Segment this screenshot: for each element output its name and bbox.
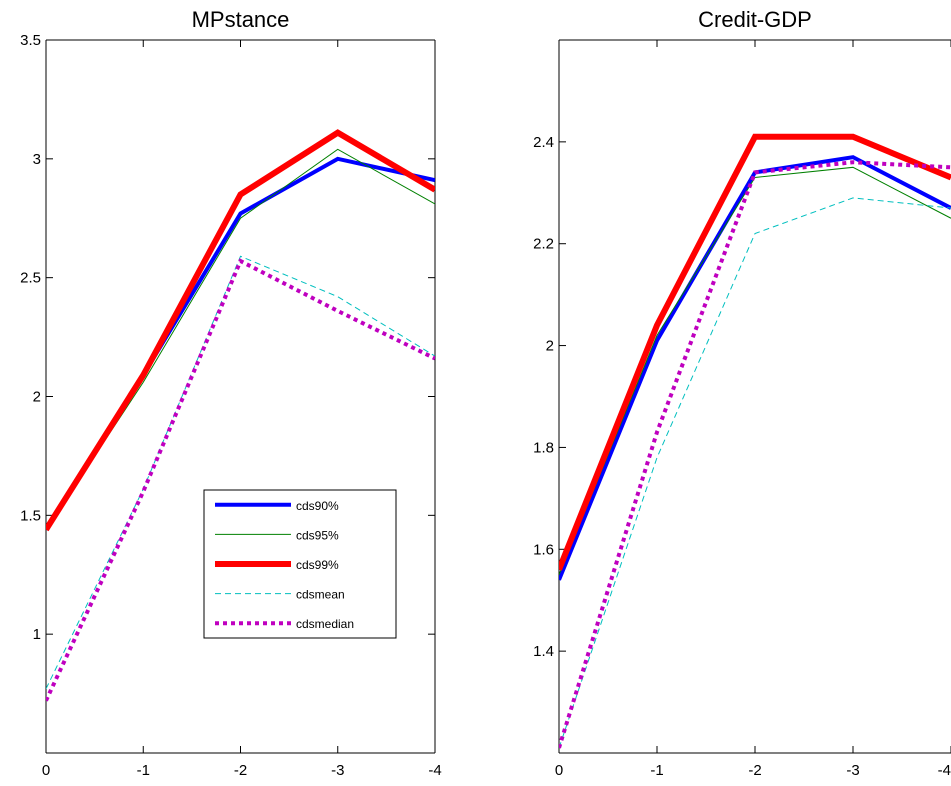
series-line-4 [559, 160, 951, 749]
legend-label: cdsmean [296, 588, 345, 602]
series-line-cds95pct [46, 148, 435, 530]
legend-label: cds95% [296, 528, 339, 542]
chart-title: MPstance [192, 7, 290, 32]
series-line-cdsmean [46, 255, 435, 690]
x-tick-label: -4 [428, 762, 441, 779]
series-group [559, 133, 951, 749]
y-tick-label: 2 [33, 389, 41, 406]
series-line-cds90pct [46, 156, 435, 531]
y-tick-label: 1.5 [20, 507, 41, 524]
y-tick-label: 2.4 [533, 134, 554, 151]
x-tick-label: -1 [650, 762, 663, 779]
y-tick-label: 2.2 [533, 236, 554, 253]
chart-title: Credit-GDP [698, 7, 812, 32]
x-tick-label: -4 [938, 762, 951, 779]
series-line-1 [559, 166, 951, 575]
series-line-cds99pct [46, 129, 435, 532]
y-tick-label: 2 [546, 338, 554, 355]
x-tick-label: 0 [42, 762, 50, 779]
x-tick-label: -2 [234, 762, 247, 779]
y-tick-label: 1.6 [533, 541, 554, 558]
y-tick-label: 1 [33, 626, 41, 643]
legend-label: cds99% [296, 558, 339, 572]
series-group [46, 129, 435, 702]
chart-panel-credit-gdp: Credit-GDP 1.4 1.6 1.8 2 2.2 2.4 0 -1 -2 -3 -4 [533, 7, 951, 779]
series-line-2 [559, 133, 951, 571]
x-tick-label: -3 [331, 762, 344, 779]
series-line-3 [559, 197, 951, 749]
legend-label: cdsmedian [296, 617, 354, 631]
legend-label: cds90% [296, 499, 339, 513]
y-tick-label: 2.5 [20, 270, 41, 287]
y-tick-label: 3.5 [20, 32, 41, 49]
y-tick-label: 3 [33, 151, 41, 168]
y-tick-label: 1.4 [533, 643, 554, 660]
x-tick-label: -1 [137, 762, 150, 779]
x-tick-label: 0 [555, 762, 563, 779]
chart-panel-mpstance: MPstance 1 1.5 2 2.5 3 3.5 0 -1 -2 -3 -4 cds90% cds95… [20, 7, 442, 779]
x-tick-label: -2 [748, 762, 761, 779]
series-line-cdsmedian [46, 258, 435, 702]
x-tick-label: -3 [846, 762, 859, 779]
series-line-0 [559, 155, 951, 581]
legend: cds90% cds95% cds99% cdsmean cdsmedian [203, 489, 397, 639]
y-tick-label: 1.8 [533, 439, 554, 456]
